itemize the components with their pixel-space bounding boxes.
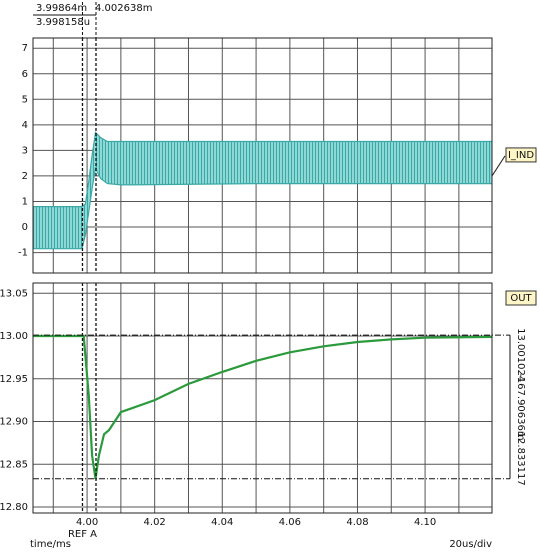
x-scale-label: 20us/div xyxy=(449,539,492,550)
y-tick-label: 7 xyxy=(22,43,28,54)
plot-frame xyxy=(32,282,493,514)
legend-box xyxy=(505,290,537,306)
y-tick-label: 0 xyxy=(22,222,28,233)
x-tick-label: 4.06 xyxy=(279,517,301,528)
h-cursor-label: 13.001024 xyxy=(515,328,526,382)
plot-area xyxy=(33,283,492,513)
y-tick-label: 4 xyxy=(22,120,28,131)
ref-label: REF A xyxy=(68,529,97,540)
series-line xyxy=(33,334,493,479)
ripple-band xyxy=(33,132,492,249)
y-tick-label: 1 xyxy=(22,196,28,207)
y-tick-label: 2 xyxy=(22,171,28,182)
cursor-label: 4.002638m xyxy=(95,3,152,14)
x-tick-label: 4.04 xyxy=(211,517,233,528)
x-tick-label: 4.08 xyxy=(346,517,368,528)
h-cursor-label: 12.833117 xyxy=(515,432,526,486)
y-tick-label: 13.05 xyxy=(0,288,28,299)
y-tick-label: 12.85 xyxy=(0,459,28,470)
y-tick-label: 12.80 xyxy=(0,502,28,513)
x-axis-label: time/ms xyxy=(30,539,71,550)
h-cursor-delta: -167.90636m xyxy=(515,373,526,440)
y-tick-label: 13.00 xyxy=(0,331,28,342)
y-tick-label: -1 xyxy=(18,248,28,259)
plot-frame xyxy=(32,37,493,274)
legend-box xyxy=(505,147,537,163)
band-upper xyxy=(33,131,492,208)
cursor-label: 3.99864m xyxy=(36,3,87,14)
x-tick-label: 4.02 xyxy=(144,517,166,528)
x-tick-label: 4.10 xyxy=(414,517,436,528)
legend-label: OUT xyxy=(510,293,532,304)
y-tick-label: 3 xyxy=(22,145,28,156)
y-tick-label: 12.90 xyxy=(0,417,28,428)
tag-leader xyxy=(491,155,506,177)
legend-label: I_IND xyxy=(508,150,534,161)
y-tick-label: 6 xyxy=(22,69,28,80)
y-tick-label: 12.95 xyxy=(0,374,28,385)
x-tick-label: 4.00 xyxy=(76,517,98,528)
cursor-delta: 3.998158u xyxy=(36,17,90,28)
y-tick-label: 5 xyxy=(22,94,28,105)
